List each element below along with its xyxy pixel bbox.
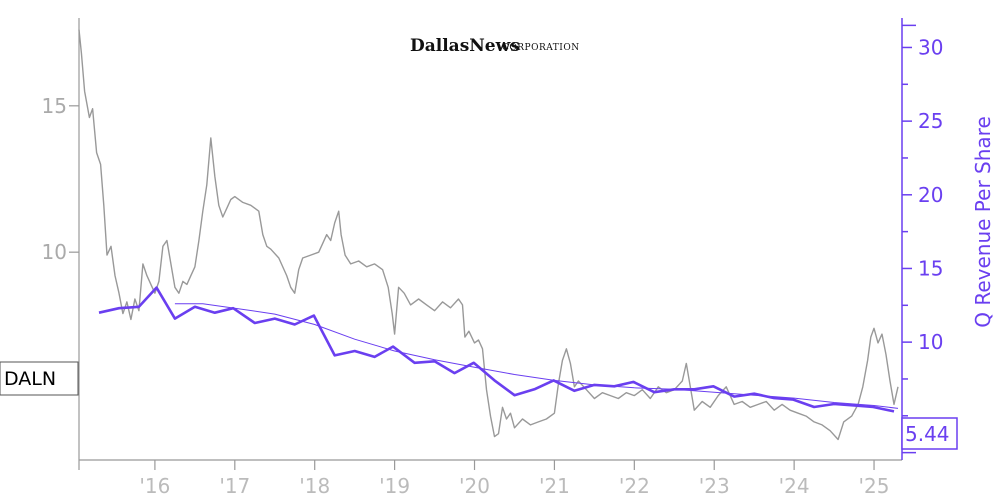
- right-tick-label: 10: [918, 330, 943, 354]
- x-axis-ticks: '16 '17 '18 '19 '20 '21 '22 '23 '24 '25: [78, 460, 890, 498]
- x-tick-label: '18: [299, 474, 330, 498]
- revenue-line: [98, 286, 895, 413]
- last-value-frame: [901, 417, 958, 450]
- x-tick-label: '22: [619, 474, 650, 498]
- logo-sub-text: CORPORATION: [502, 43, 580, 53]
- left-tick-label: 10: [42, 240, 67, 264]
- last-value-label: 5.44: [905, 422, 950, 446]
- last-value-box: 5.44: [901, 417, 958, 450]
- x-tick-label: '21: [539, 474, 570, 498]
- left-tick-label: 15: [42, 94, 67, 118]
- x-tick-label: '16: [139, 474, 170, 498]
- x-tick-label: '24: [779, 474, 810, 498]
- x-tick-label: '23: [699, 474, 730, 498]
- price-line: [78, 29, 899, 441]
- right-axis-ticks: 10 15 20 25 30: [902, 24, 943, 454]
- x-tick-label: '17: [219, 474, 250, 498]
- right-tick-label: 30: [918, 35, 943, 59]
- revenue-trend-line: [174, 303, 899, 409]
- ticker-label: DALN: [4, 368, 56, 390]
- right-axis-label: Q Revenue Per Share: [971, 116, 995, 328]
- series-layer: [78, 29, 899, 441]
- company-logo: DallasNews CORPORATION: [410, 36, 580, 56]
- left-axis-ticks: 10 15: [42, 94, 79, 264]
- logo-main-text: DallasNews: [410, 36, 520, 56]
- ticker-box-frame: [0, 361, 79, 396]
- x-tick-label: '19: [379, 474, 410, 498]
- x-tick-label: '20: [459, 474, 490, 498]
- right-tick-label: 20: [918, 183, 943, 207]
- right-tick-label: 25: [918, 109, 943, 133]
- ticker-box: DALN: [0, 361, 79, 396]
- right-tick-label: 15: [918, 256, 943, 280]
- x-tick-label: '25: [859, 474, 890, 498]
